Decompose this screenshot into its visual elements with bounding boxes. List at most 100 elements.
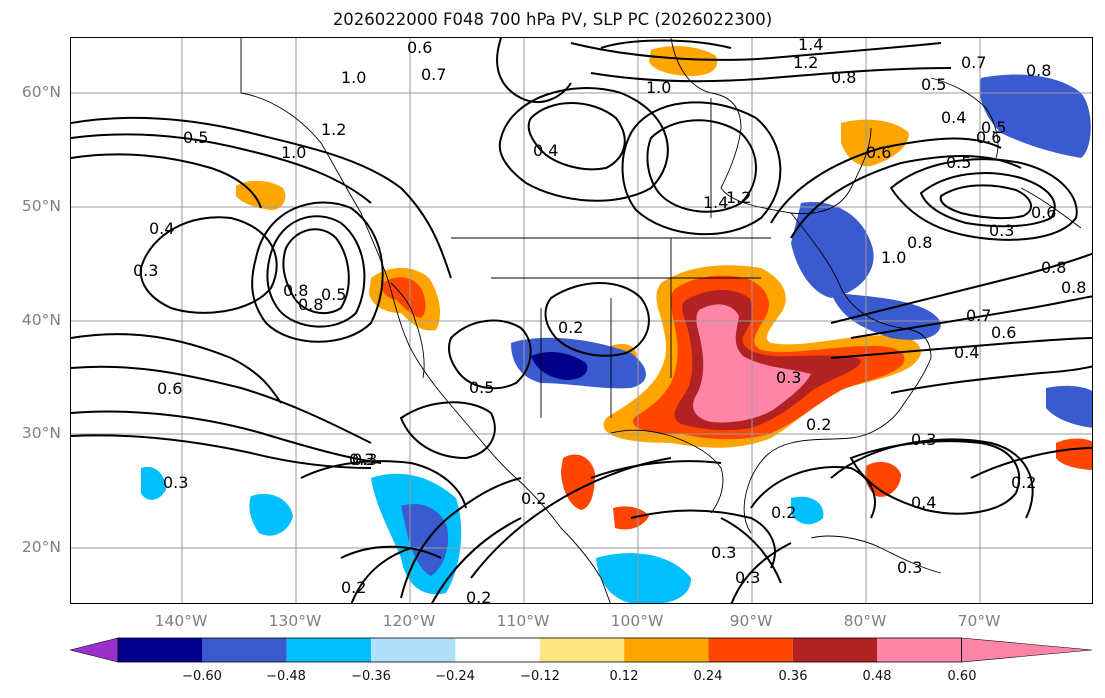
contour-label: 0.3 [776, 368, 801, 387]
contour-label: 0.2 [466, 588, 491, 604]
colorbar-tick: 0.48 [862, 669, 892, 684]
pv-negative-yucatan [791, 496, 824, 525]
contour-label: 0.4 [941, 108, 966, 127]
colorbar-segment [118, 638, 203, 662]
pv-positive-canada [649, 46, 718, 76]
colorbar-tick: 0.24 [693, 669, 723, 684]
colorbar-segment [202, 638, 287, 662]
lat-label-40n: 40°N [21, 311, 61, 329]
colorbar [70, 637, 1093, 663]
contour-label: 0.8 [283, 281, 308, 300]
contour-label: 0.3 [711, 543, 736, 562]
lon-label-130w: 130°W [268, 612, 322, 630]
contour-label: 0.4 [533, 141, 558, 160]
contour-label: 0.6 [157, 379, 182, 398]
contour-label: 1.4 [703, 193, 728, 212]
contour-label: 0.2 [341, 578, 366, 597]
contour-label: 0.5 [469, 378, 494, 397]
contour-label: 1.0 [281, 143, 306, 162]
contour-label: 0.3 [989, 221, 1014, 240]
contour-label: 0.8 [907, 233, 932, 252]
contour-label: 0.2 [521, 489, 546, 508]
colorbar-tick: 0.12 [609, 669, 639, 684]
contour-label: 0.3 [163, 473, 188, 492]
lon-label-120w: 120°W [382, 612, 436, 630]
lon-label-70w: 70°W [957, 612, 1001, 630]
contour-label: 0.5 [321, 285, 346, 304]
pv-shading [141, 46, 1092, 603]
contour-label: 0.6 [976, 128, 1001, 147]
contour-label: 0.7 [966, 306, 991, 325]
colorbar-extend-high [961, 637, 1093, 663]
colorbar-tick: −0.48 [266, 669, 306, 684]
colorbar-segment [371, 638, 456, 662]
contour-label: 0.5 [183, 128, 208, 147]
pv-negative-labrador [979, 74, 1091, 158]
contour-label: 0.2 [1011, 473, 1036, 492]
pv-negative-baja [401, 504, 449, 576]
contour-label: 1.2 [793, 53, 818, 72]
colorbar-segment [877, 638, 962, 662]
contour-label: 0.5 [946, 153, 971, 172]
contour-label: 0.4 [149, 219, 174, 238]
colorbar-segment [708, 638, 793, 662]
colorbar-segment [624, 638, 709, 662]
contour-label: 0.3 [911, 430, 936, 449]
contour-label: 1.0 [341, 68, 366, 87]
pv-negative-atlantic [1046, 385, 1092, 428]
pv-negative-pacific [249, 494, 293, 536]
lat-label-60n: 60°N [21, 83, 61, 101]
map-panel: 0.6 0.7 1.0 1.2 0.5 0.4 0.3 0.8 0.8 1.0 … [70, 37, 1093, 604]
contour-label: 0.8 [1061, 278, 1086, 297]
contour-label: 0.2 [558, 318, 583, 337]
colorbar-tick: 0.36 [778, 669, 808, 684]
contour-label: 1.2 [321, 120, 346, 139]
contour-label: 0.4 [911, 493, 936, 512]
contour-label: 1.0 [646, 78, 671, 97]
lon-label-140w: 140°W [154, 612, 208, 630]
colorbar-tick: −0.12 [520, 669, 560, 684]
contour-label: 0.3 [352, 450, 377, 469]
pv-deep-negative-four-corners [531, 352, 588, 380]
lon-label-90w: 90°W [729, 612, 773, 630]
contour-label: 0.8 [1026, 61, 1051, 80]
lon-label-80w: 80°W [843, 612, 887, 630]
contour-label: 0.8 [831, 68, 856, 87]
contour-label: 0.6 [407, 38, 432, 57]
colorbar-segment [792, 638, 878, 662]
contour-label-layer: 0.6 0.7 1.0 1.2 0.5 0.4 0.3 0.8 0.8 1.0 … [133, 38, 1086, 604]
colorbar-tick: −0.24 [435, 669, 475, 684]
pv-positive-caribbean [864, 461, 901, 497]
contour-label: 1.4 [798, 38, 823, 54]
contour-label: 0.8 [298, 295, 323, 314]
contour-label: 0.7 [421, 65, 446, 84]
map-title: 2026022000 F048 700 hPa PV, SLP PC (2026… [332, 10, 773, 29]
contour-label: 0.4 [954, 343, 979, 362]
contour-label: 0.6 [1031, 203, 1056, 222]
pv-strong-west [381, 277, 426, 318]
contour-label: 1.0 [881, 248, 906, 267]
lon-label-110w: 110°W [496, 612, 550, 630]
contour-label: 0.2 [771, 503, 796, 522]
contour-label: 0.5 [921, 75, 946, 94]
coastlines [240, 38, 1082, 603]
contour-label: 0.6 [991, 323, 1016, 342]
contour-label: 0.2 [806, 415, 831, 434]
pv-positive-mexico-1 [561, 454, 595, 510]
colorbar-segment [539, 638, 625, 662]
colorbar-segment [286, 638, 372, 662]
contour-label: 0.3 [735, 568, 760, 587]
colorbar-extend-low [70, 637, 119, 663]
pv-negative-pacific-2 [141, 466, 166, 500]
map-svg: 0.6 0.7 1.0 1.2 0.5 0.4 0.3 0.8 0.8 1.0 … [71, 38, 1092, 604]
lat-label-30n: 30°N [21, 424, 61, 442]
pv-negative-great-lakes [791, 202, 874, 298]
pv-positive-atlantic [1056, 438, 1092, 470]
contour-label: 0.3 [349, 450, 374, 469]
pv-positive-hudson [841, 119, 909, 167]
contour-label: 0.7 [961, 53, 986, 72]
pv-negative-south [596, 553, 691, 603]
contour-label: 0.8 [1041, 258, 1066, 277]
slp-contours [71, 38, 1092, 603]
colorbar-tick: −0.36 [351, 669, 391, 684]
